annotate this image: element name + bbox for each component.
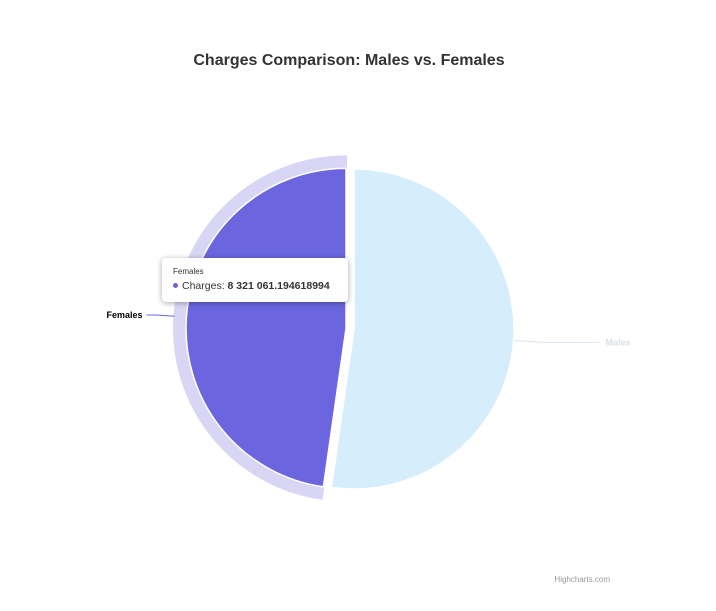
pie-slices	[185, 167, 515, 490]
chart-title: Charges Comparison: Males vs. Females	[193, 52, 504, 69]
data-label-females: Females	[106, 310, 142, 320]
tooltip-value: 8 321 061.194618994	[227, 280, 330, 292]
data-label-males: Males	[606, 337, 631, 347]
pie-slice-females[interactable]	[185, 167, 347, 488]
tooltip-row: Charges: 8 321 061.194618994	[173, 280, 338, 293]
pie-slice-males[interactable]	[330, 168, 515, 490]
data-labels: Males Females	[106, 310, 630, 347]
tooltip-header: Females	[173, 267, 204, 276]
connector-females	[146, 314, 175, 317]
tooltip-series-label: Charges:	[182, 280, 225, 292]
tooltip-series-dot	[173, 283, 178, 288]
data-label-connectors	[146, 314, 600, 343]
tooltip: Females Charges: 8 321 061.194618994	[162, 258, 348, 302]
connector-males	[513, 339, 600, 343]
credits-link[interactable]: Highcharts.com	[554, 575, 610, 584]
